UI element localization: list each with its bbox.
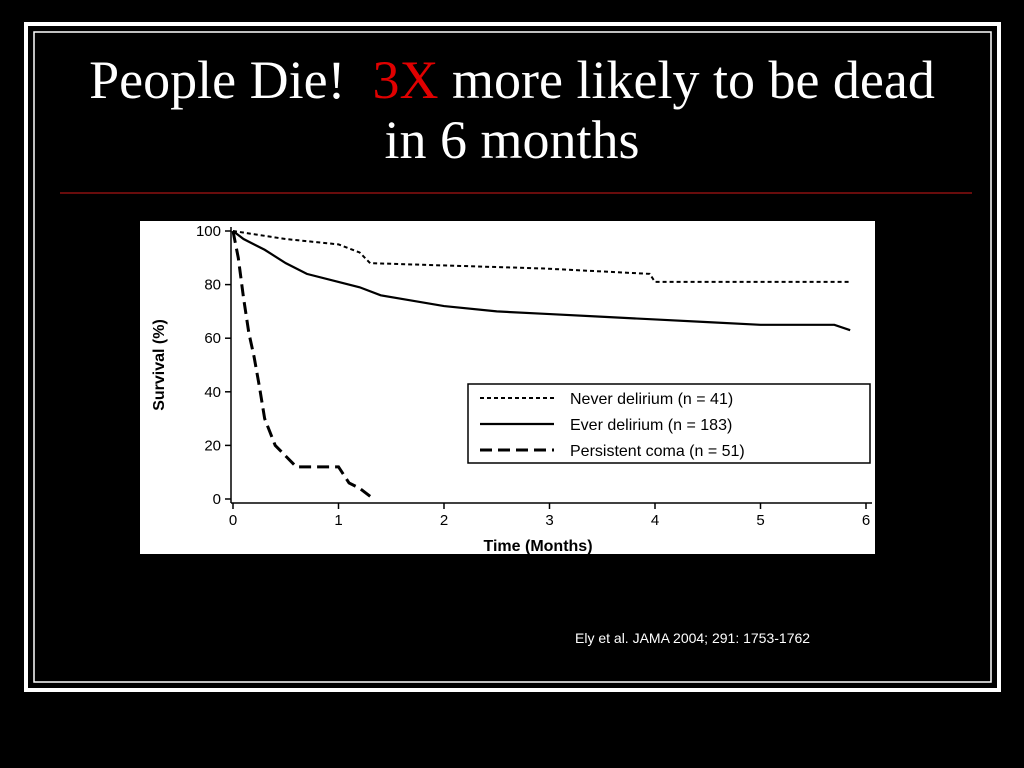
x-tick-label: 2 xyxy=(440,512,448,529)
x-axis-label: Time (Months) xyxy=(483,538,592,555)
legend-label: Ever delirium (n = 183) xyxy=(570,417,732,434)
legend-label: Persistent coma (n = 51) xyxy=(570,443,745,460)
y-tick-label: 60 xyxy=(204,330,221,347)
x-tick-label: 1 xyxy=(334,512,342,529)
y-tick-label: 40 xyxy=(204,384,221,401)
outer-frame xyxy=(24,22,1001,692)
y-tick-label: 100 xyxy=(196,223,221,240)
y-tick-label: 20 xyxy=(204,437,221,454)
inner-frame xyxy=(33,31,992,683)
x-tick-label: 3 xyxy=(545,512,553,529)
x-tick-label: 4 xyxy=(651,512,659,529)
y-tick-label: 80 xyxy=(204,277,221,294)
x-tick-label: 5 xyxy=(756,512,764,529)
survival-curve xyxy=(231,230,372,498)
title-text: People Die! xyxy=(89,50,346,110)
survival-curve xyxy=(232,230,851,283)
legend-label: Never delirium (n = 41) xyxy=(570,391,733,408)
survival-curve xyxy=(232,230,851,332)
citation: Ely et al. JAMA 2004; 291: 1753-1762 xyxy=(575,630,811,646)
y-axis-label: Survival (%) xyxy=(151,319,168,411)
title-highlight: 3X xyxy=(372,50,439,110)
slide-title: People Die! 3X more likely to be dead in… xyxy=(62,50,962,170)
x-tick-label: 0 xyxy=(229,512,237,529)
y-tick-label: 0 xyxy=(213,491,221,508)
x-tick-label: 6 xyxy=(862,512,870,529)
title-text: more likely to be dead in 6 months xyxy=(384,50,935,170)
